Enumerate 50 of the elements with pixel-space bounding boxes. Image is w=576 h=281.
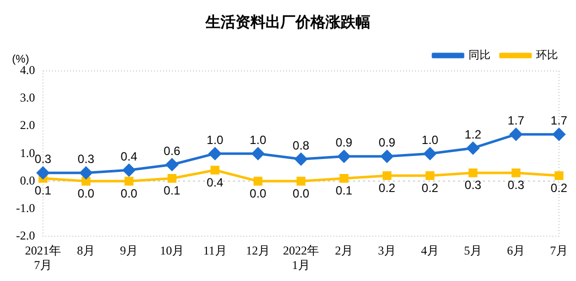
data-label: 0.3 bbox=[464, 178, 482, 192]
y-tick-label: -2.0 bbox=[16, 228, 35, 242]
x-tick-label: 9月 bbox=[120, 244, 138, 258]
data-label: 1.7 bbox=[508, 114, 525, 128]
y-tick-label: 0.0 bbox=[20, 173, 35, 188]
data-label: 0.1 bbox=[164, 184, 181, 198]
data-label: 0.9 bbox=[378, 136, 396, 150]
legend-label: 同比 bbox=[468, 48, 490, 62]
y-tick-label: 3.0 bbox=[20, 90, 35, 105]
data-label: 0.4 bbox=[206, 175, 224, 190]
x-tick-label: 3月 bbox=[378, 244, 396, 258]
data-label: 1.2 bbox=[464, 127, 482, 142]
data-label: 0.0 bbox=[78, 186, 95, 200]
x-tick-label: 12月 bbox=[246, 244, 270, 258]
data-label: 0.3 bbox=[78, 152, 95, 166]
data-label: 0.4 bbox=[120, 149, 138, 164]
x-tick-label: 2022年 1月 bbox=[283, 244, 319, 272]
data-label: 0.8 bbox=[292, 138, 310, 152]
data-label: 0.3 bbox=[34, 152, 52, 166]
data-label: 1.0 bbox=[422, 132, 439, 147]
data-label: 0.0 bbox=[292, 186, 310, 200]
data-label: 0.0 bbox=[120, 186, 138, 200]
x-tick-label: 2月 bbox=[335, 244, 353, 258]
y-axis-title: (%) bbox=[12, 54, 30, 66]
x-tick-label: 8月 bbox=[76, 244, 95, 258]
legend-label: 环比 bbox=[536, 48, 558, 62]
data-label: 0.9 bbox=[336, 136, 353, 150]
y-tick-label: 2.0 bbox=[20, 118, 35, 132]
data-label: 0.1 bbox=[34, 184, 52, 198]
x-tick-label: 6月 bbox=[507, 244, 525, 258]
data-label: 1.7 bbox=[550, 114, 568, 128]
data-label: 0.2 bbox=[378, 180, 396, 195]
data-label: 0.6 bbox=[164, 144, 181, 158]
data-label: 0.2 bbox=[422, 180, 439, 195]
x-tick-label: 10月 bbox=[160, 244, 184, 258]
x-tick-label: 5月 bbox=[464, 244, 482, 258]
data-label: 1.0 bbox=[250, 132, 267, 147]
y-tick-label: 4.0 bbox=[20, 63, 35, 78]
x-tick-label: 11月 bbox=[203, 244, 227, 258]
y-tick-label: -1.0 bbox=[16, 200, 35, 215]
chart-title: 生活资料出厂价格涨跌幅 bbox=[204, 14, 370, 32]
data-label: 0.3 bbox=[508, 178, 525, 192]
data-label: 0.1 bbox=[336, 184, 353, 198]
data-label: 1.0 bbox=[206, 132, 224, 147]
x-tick-label: 4月 bbox=[421, 244, 439, 258]
x-tick-label: 2021年 7月 bbox=[24, 244, 61, 272]
y-tick-label: 1.0 bbox=[20, 146, 35, 160]
data-label: 0.0 bbox=[250, 186, 267, 200]
x-tick-label: 7月 bbox=[550, 244, 568, 258]
data-label: 0.2 bbox=[550, 180, 568, 195]
